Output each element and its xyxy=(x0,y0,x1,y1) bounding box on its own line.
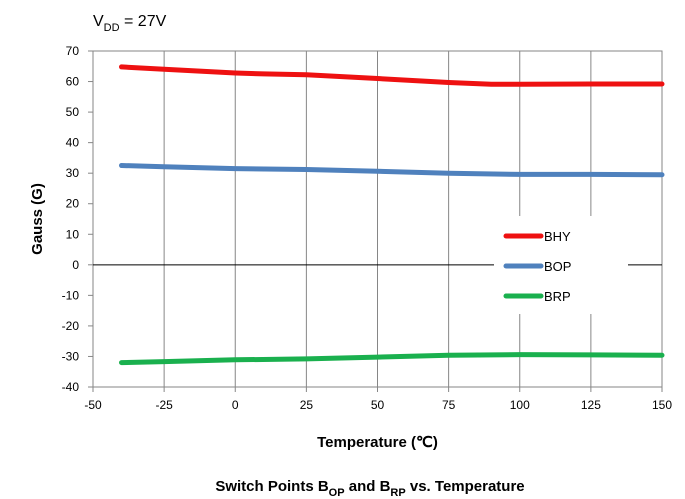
y-tick-label: 30 xyxy=(66,166,80,180)
figure-caption: Switch Points BOP and BRP vs. Temperatur… xyxy=(215,478,524,499)
y-tick-label: -40 xyxy=(62,380,80,394)
x-tick-label: 125 xyxy=(581,398,601,412)
y-tick-label: 40 xyxy=(66,136,80,150)
x-axis-title: Temperature (℃) xyxy=(317,434,438,451)
y-tick-label: 20 xyxy=(66,197,80,211)
x-tick-label: -50 xyxy=(84,398,102,412)
series-line-brp xyxy=(119,352,665,366)
y-tick-label: 70 xyxy=(66,44,80,58)
x-axis-ticks: -50 -25 0 25 50 75 100 125 150 xyxy=(84,387,672,412)
legend: BHY BOP BRP xyxy=(494,216,628,314)
x-tick-label: 25 xyxy=(300,398,314,412)
x-tick-label: -25 xyxy=(155,398,173,412)
y-tick-label: -30 xyxy=(62,349,80,363)
legend-label-bhy: BHY xyxy=(544,229,571,244)
supply-voltage-label: VDD = 27V xyxy=(93,13,167,34)
x-tick-label: 75 xyxy=(442,398,456,412)
series-line-bop xyxy=(119,163,665,178)
y-tick-label: 0 xyxy=(72,258,79,272)
y-tick-label: -10 xyxy=(62,288,80,302)
series-line-bhy xyxy=(119,64,665,87)
y-tick-label: 10 xyxy=(66,227,80,241)
y-axis-ticks: 70 60 50 40 30 20 10 0 -10 -20 -30 -40 xyxy=(62,44,93,394)
y-tick-label: 60 xyxy=(66,75,80,89)
x-tick-label: 150 xyxy=(652,398,672,412)
y-tick-label: 50 xyxy=(66,105,80,119)
legend-label-brp: BRP xyxy=(544,289,571,304)
y-axis-title: Gauss (G) xyxy=(29,183,46,255)
x-tick-label: 0 xyxy=(232,398,239,412)
legend-label-bop: BOP xyxy=(544,259,571,274)
series-lines xyxy=(119,64,665,366)
x-tick-label: 100 xyxy=(510,398,530,412)
x-tick-label: 50 xyxy=(371,398,385,412)
y-tick-label: -20 xyxy=(62,319,80,333)
